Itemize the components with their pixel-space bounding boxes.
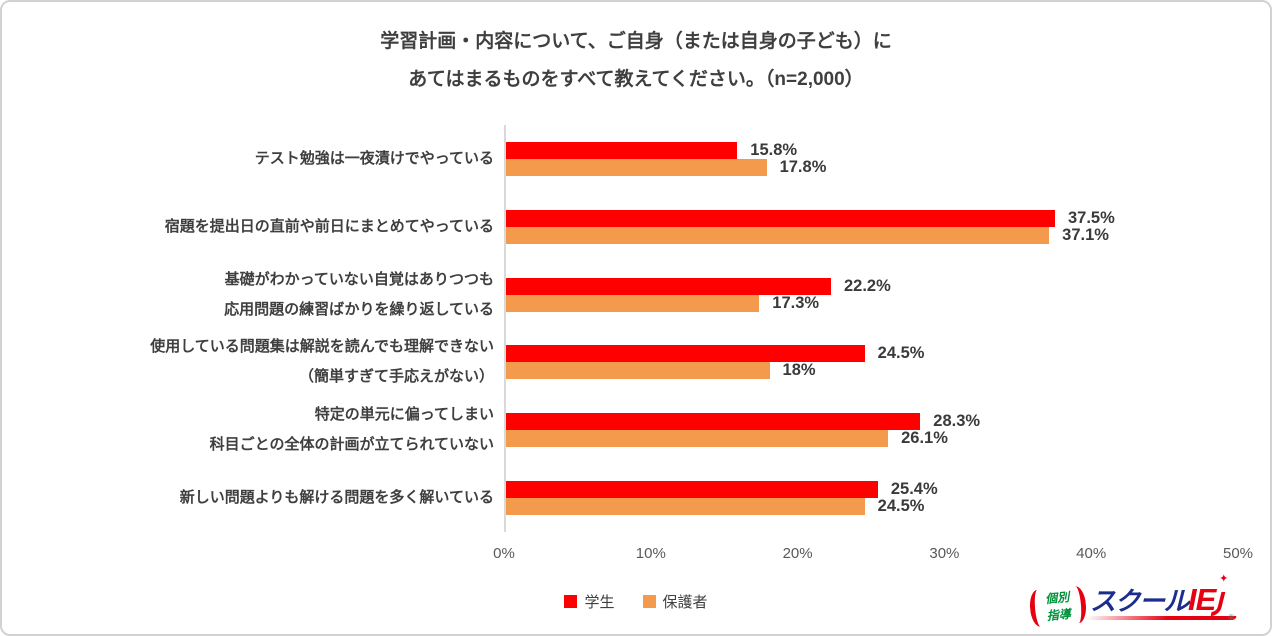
bar-line-students: 22.2% (506, 276, 1238, 295)
x-tick-label: 10% (635, 545, 666, 562)
bar-parents (506, 294, 760, 312)
legend-label: 学生 (584, 594, 615, 611)
plot-rows: 15.8% 17.8% 37.5% 37.1% 22.2% 17.3% 24.5% 18% 28… (506, 125, 1238, 532)
category-label-line: 科目ごとの全体の計画が立てられていない (209, 436, 494, 454)
bar-row: 15.8% 17.8% (506, 125, 1238, 193)
bar-students (506, 277, 831, 295)
bar-students (506, 481, 878, 499)
bar-line-students: 25.4% (506, 480, 1238, 499)
chart-title: 学習計画・内容について、ご自身（または自身の子ども）に あてはまるものをすべて教… (2, 23, 1270, 99)
bar-parents (506, 158, 767, 176)
chart-title-line2: あてはまるものをすべて教えてください。（n=2,000） (408, 69, 864, 90)
bar-row: 24.5% 18% (506, 328, 1238, 396)
bar-parents (506, 430, 889, 448)
bar-value-parents: 24.5% (877, 497, 925, 516)
category-label: テスト勉強は一夜漬けでやっている (2, 125, 494, 193)
bar-line-students: 28.3% (506, 412, 1238, 431)
category-label-line: 特定の単元に偏ってしまい (314, 406, 494, 424)
bar-value-students: 24.5% (877, 344, 925, 363)
bar-value-students: 22.2% (844, 276, 891, 295)
bar-line-parents: 37.1% (506, 225, 1238, 244)
bar-line-parents: 17.3% (506, 293, 1238, 312)
legend: 学生 保護者 (2, 591, 1270, 612)
bar-line-parents: 18% (506, 361, 1238, 380)
logo-school-text: スクール (1090, 586, 1190, 616)
legend-label: 保護者 (662, 594, 708, 611)
bar-line-students: 24.5% (506, 344, 1238, 363)
category-label: 使用している問題集は解説を読んでも理解できない （簡単すぎて手応えがない） (2, 328, 494, 396)
x-tick-label: 0% (493, 545, 515, 562)
x-axis: 0% 10% 20% 30% 40% 50% (493, 545, 1253, 565)
bar-line-parents: 24.5% (506, 497, 1238, 516)
bar-value-students: 28.3% (933, 412, 981, 431)
category-label-line: 宿題を提出日の直前や前日にまとめてやっている (164, 217, 494, 235)
category-label-line: 使用している問題集は解説を読んでも理解できない (150, 338, 494, 356)
bar-value-parents: 26.1% (901, 429, 948, 448)
logo-underline-swoosh-icon (1084, 615, 1238, 619)
registered-mark: ® (1228, 613, 1235, 622)
category-label-line: テスト勉強は一夜漬けでやっている (254, 149, 494, 167)
bar-row: 25.4% 24.5% (506, 464, 1238, 532)
bar-value-parents: 37.1% (1062, 225, 1109, 244)
bar-row: 28.3% 26.1% (506, 396, 1238, 464)
category-label: 基礎がわかっていない自覚はありつつも 応用問題の練習ばかりを繰り返している (2, 261, 494, 329)
bar-students (506, 413, 921, 431)
category-label: 宿題を提出日の直前や前日にまとめてやっている (2, 193, 494, 261)
category-label: 特定の単元に偏ってしまい科目ごとの全体の計画が立てられていない (2, 396, 494, 464)
category-label-line: 応用問題の練習ばかりを繰り返している (224, 300, 494, 318)
bar-parents (506, 226, 1050, 244)
bar-line-parents: 17.8% (506, 157, 1238, 176)
category-label: 新しい問題よりも解ける問題を多く解いている (2, 464, 494, 532)
bar-value-parents: 18% (782, 361, 816, 380)
bar-parents (506, 362, 770, 380)
x-tick-label: 40% (1076, 545, 1107, 562)
bar-value-students: 37.5% (1068, 208, 1115, 227)
bar-students (506, 141, 738, 159)
bar-students (506, 345, 865, 363)
kobetsu-shido-emblem: 個別 指導 (1028, 585, 1088, 628)
category-labels: テスト勉強は一夜漬けでやっている宿題を提出日の直前や前日にまとめてやっている基礎… (2, 125, 494, 532)
bar-line-students: 15.8% (506, 140, 1238, 159)
x-tick-label: 20% (782, 545, 813, 562)
bar-line-parents: 26.1% (506, 429, 1238, 448)
bar-line-students: 37.5% (506, 208, 1238, 227)
category-label-line: （簡単すぎて手応えがない） (298, 368, 494, 386)
bar-value-parents: 17.8% (779, 157, 827, 176)
logo-ie-text: IE (1188, 582, 1216, 617)
legend-swatch-icon (564, 595, 578, 608)
bar-parents (506, 498, 865, 516)
category-label-line: 新しい問題よりも解ける問題を多く解いている (179, 489, 494, 507)
x-tick-label: 50% (1222, 545, 1254, 562)
x-tick-label: 30% (929, 545, 960, 562)
legend-swatch-icon (642, 595, 656, 608)
bar-row: 22.2% 17.3% (506, 261, 1238, 329)
bar-value-students: 15.8% (750, 140, 798, 159)
plot-area: 15.8% 17.8% 37.5% 37.1% 22.2% 17.3% 24.5% 18% 28… (504, 125, 1238, 532)
logo-wordmark: スクールIE ✦ ® (1084, 573, 1238, 622)
bar-row: 37.5% 37.1% (506, 193, 1238, 261)
legend-item: 保護者 (642, 591, 708, 612)
bar-value-parents: 17.3% (772, 293, 820, 312)
bar-value-students: 25.4% (890, 480, 938, 499)
chart-title-line1: 学習計画・内容について、ご自身（または自身の子ども）に (380, 31, 892, 52)
bar-students (506, 209, 1055, 227)
spark-icon: ✦ (1219, 573, 1229, 585)
legend-item: 学生 (564, 591, 615, 612)
school-ie-logo: 個別 指導 スクールIE ✦ ® (1028, 573, 1238, 628)
category-label-line: 基礎がわかっていない自覚はありつつも (224, 270, 494, 288)
